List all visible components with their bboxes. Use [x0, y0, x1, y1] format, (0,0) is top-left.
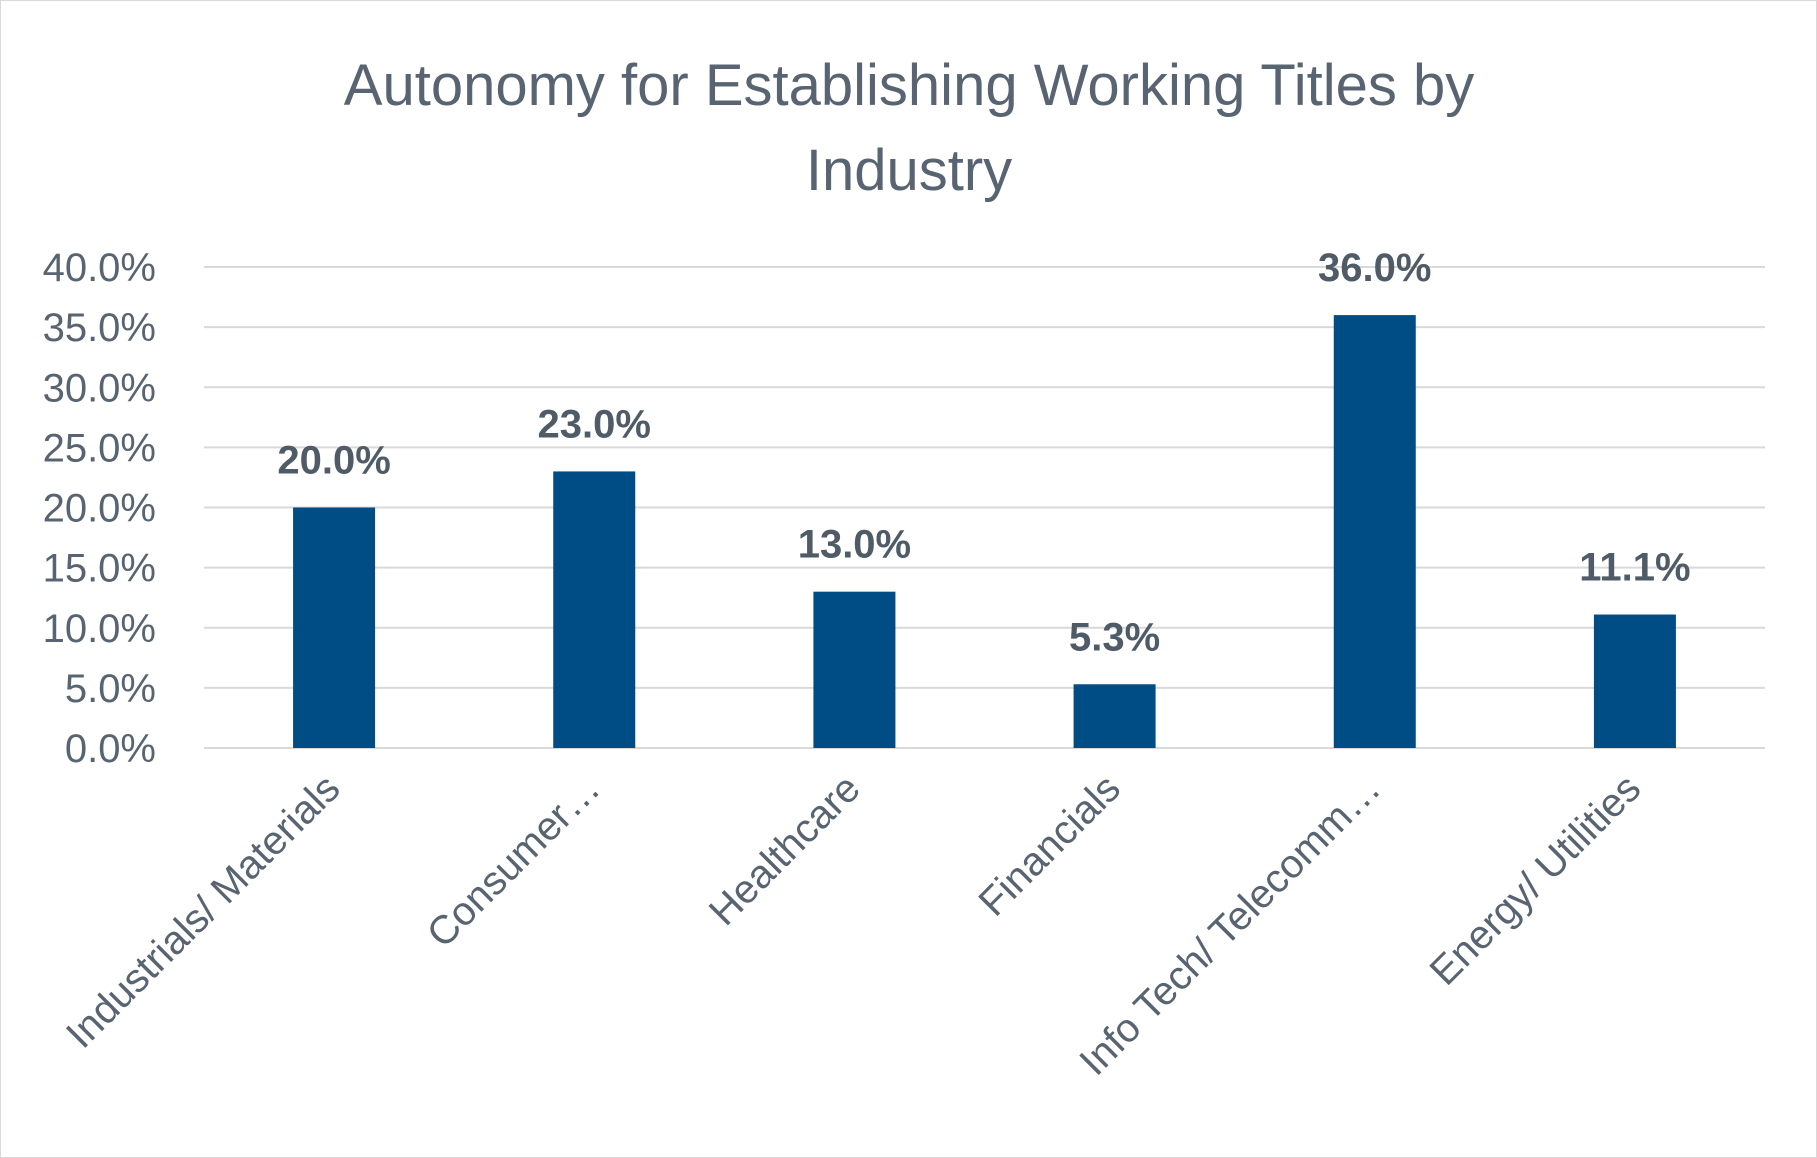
data-label: 36.0% — [1318, 246, 1431, 290]
chart-title-line-1: Autonomy for Establishing Working Titles… — [344, 53, 1474, 118]
data-label: 5.3% — [1069, 615, 1160, 659]
gridlines — [204, 266, 1765, 749]
y-tick-label: 5.0% — [65, 667, 156, 711]
y-tick-label: 25.0% — [43, 426, 156, 470]
data-label: 23.0% — [538, 402, 651, 446]
bar — [1593, 614, 1676, 748]
data-label: 11.1% — [1579, 546, 1690, 590]
y-tick-label: 20.0% — [43, 487, 156, 531]
y-tick-label: 35.0% — [43, 306, 156, 350]
y-tick-label: 40.0% — [43, 246, 156, 290]
data-label: 20.0% — [277, 439, 390, 483]
x-axis-category-labels: Industrials/ Materials Consumer… Healthcar… — [58, 766, 1649, 1084]
bar — [1073, 684, 1156, 748]
y-tick-label: 15.0% — [43, 547, 156, 591]
y-axis-tick-labels: 0.0% 5.0% 10.0% 15.0% 20.0% 25.0% 30.0% 35.0% 40… — [43, 246, 156, 771]
category-label: Financials — [971, 766, 1129, 924]
chart-title-line-2: Industry — [806, 138, 1012, 203]
y-tick-label: 0.0% — [65, 727, 156, 771]
category-label: Healthcare — [701, 766, 869, 934]
bar — [293, 507, 376, 748]
category-label: Industrials/ Materials — [58, 766, 348, 1056]
bar — [1333, 315, 1416, 748]
y-tick-label: 30.0% — [43, 366, 156, 410]
bar — [553, 471, 636, 748]
bars — [293, 315, 1676, 748]
category-label: Energy/ Utilities — [1422, 766, 1650, 994]
data-label: 13.0% — [798, 523, 911, 567]
y-tick-label: 10.0% — [43, 607, 156, 651]
bar — [813, 591, 896, 748]
category-label: Info Tech/ Telecomm… — [1071, 766, 1389, 1084]
category-label: Consumer… — [419, 766, 609, 956]
data-labels: 20.0% 23.0% 13.0% 5.3% 36.0% 11.1% — [277, 246, 1690, 659]
